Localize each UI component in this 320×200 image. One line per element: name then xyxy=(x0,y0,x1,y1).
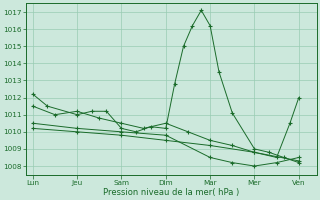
X-axis label: Pression niveau de la mer( hPa ): Pression niveau de la mer( hPa ) xyxy=(103,188,239,197)
